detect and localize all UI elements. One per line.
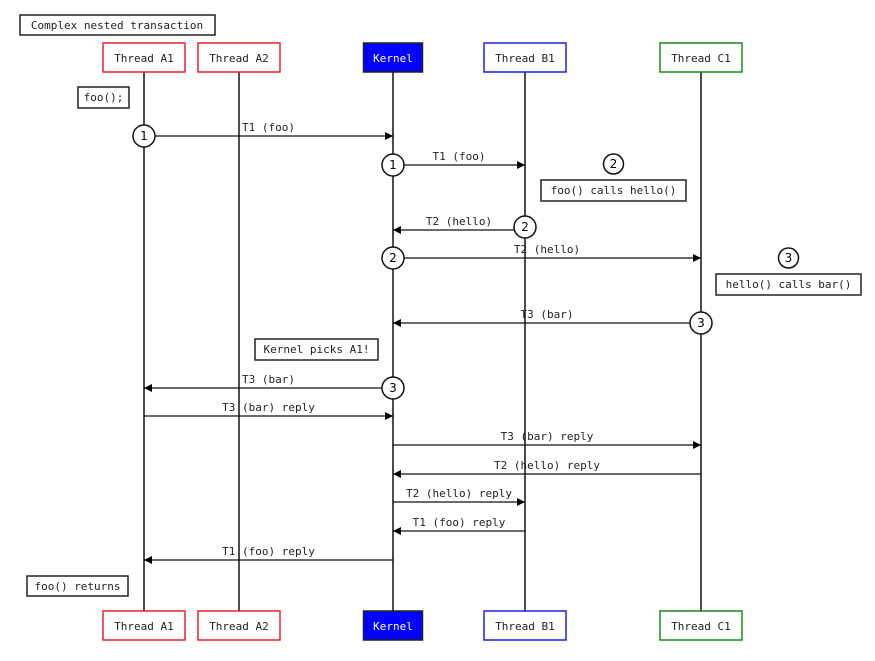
message: T3 (bar) 3 [393, 308, 713, 335]
message-label: T2 (hello) reply [494, 459, 600, 472]
message: T2 (hello) reply [393, 459, 701, 478]
participant-label: Thread B1 [495, 52, 555, 65]
participant-label: Thread A1 [114, 620, 174, 633]
participant-b1-header[interactable]: Thread B1 [483, 42, 567, 73]
message-label: T1 (foo) [242, 121, 295, 134]
participant-label: Thread A2 [209, 52, 269, 65]
participant-c1-footer[interactable]: Thread C1 [659, 610, 743, 641]
participant-label: Thread A2 [209, 620, 269, 633]
message: T2 (hello) 2 [393, 215, 537, 239]
participant-label: Thread B1 [495, 620, 555, 633]
message: T3 (bar) 3 [144, 373, 405, 400]
note: hello() calls bar() 3 [715, 247, 862, 296]
note-text: foo() calls hello() [551, 184, 677, 197]
message-label: T2 (hello) [426, 215, 492, 228]
step-marker [777, 247, 800, 269]
step-marker-number: 3 [785, 251, 793, 265]
message: T1 (foo) 1 [381, 150, 525, 177]
note-text: Kernel picks A1! [264, 343, 370, 356]
step-marker-number: 2 [610, 157, 618, 171]
participant-label: Thread C1 [671, 620, 731, 633]
note-text: hello() calls bar() [726, 278, 852, 291]
participant-a2-header[interactable]: Thread A2 [197, 42, 281, 73]
participant-k-header[interactable]: Kernel [362, 42, 424, 73]
participant-a2-footer[interactable]: Thread A2 [197, 610, 281, 641]
message-label: T1 (foo) reply [222, 545, 315, 558]
note: foo(); [77, 86, 130, 109]
message-label: T2 (hello) reply [406, 487, 512, 500]
message: T1 (foo) reply [393, 516, 525, 535]
step-marker-number: 3 [389, 381, 397, 395]
message: T2 (hello) reply [393, 487, 525, 506]
note: foo() calls hello() 2 [540, 153, 687, 202]
participant-label: Thread C1 [671, 52, 731, 65]
message-label: T1 (foo) [433, 150, 486, 163]
participant-a1-header[interactable]: Thread A1 [102, 42, 186, 73]
message-label: T2 (hello) [514, 243, 580, 256]
participant-k-footer[interactable]: Kernel [362, 610, 424, 641]
participant-b1-footer[interactable]: Thread B1 [483, 610, 567, 641]
message: T1 (foo) reply [144, 545, 393, 564]
message: T3 (bar) reply [393, 430, 701, 449]
note: Kernel picks A1! [254, 338, 379, 361]
step-marker-number: 1 [140, 129, 148, 143]
message-label: T3 (bar) [521, 308, 574, 321]
step-marker-number: 2 [389, 251, 397, 265]
note-text: foo(); [84, 91, 124, 104]
participant-label: Kernel [373, 52, 413, 65]
note-text: foo() returns [34, 580, 120, 593]
message: T2 (hello) 2 [381, 243, 701, 270]
participant-a1-footer[interactable]: Thread A1 [102, 610, 186, 641]
step-marker-number: 3 [697, 316, 705, 330]
participant-c1-header[interactable]: Thread C1 [659, 42, 743, 73]
message-label: T3 (bar) [242, 373, 295, 386]
message: T1 (foo) 1 [132, 121, 393, 148]
step-marker [602, 153, 625, 175]
step-marker [381, 153, 405, 177]
step-marker [689, 311, 713, 335]
message-label: T3 (bar) reply [222, 401, 315, 414]
diagram-title: Complex nested transaction [19, 14, 216, 36]
message: T3 (bar) reply [144, 401, 393, 420]
step-marker [513, 215, 537, 239]
step-marker [381, 246, 405, 270]
participant-label: Thread A1 [114, 52, 174, 65]
step-marker-number: 1 [389, 158, 397, 172]
step-marker [132, 124, 156, 148]
diagram-title-text: Complex nested transaction [31, 19, 203, 32]
note: foo() returns [26, 575, 129, 597]
message-label: T1 (foo) reply [413, 516, 506, 529]
message-label: T3 (bar) reply [501, 430, 594, 443]
step-marker [381, 376, 405, 400]
step-marker-number: 2 [521, 220, 529, 234]
participant-label: Kernel [373, 620, 413, 633]
